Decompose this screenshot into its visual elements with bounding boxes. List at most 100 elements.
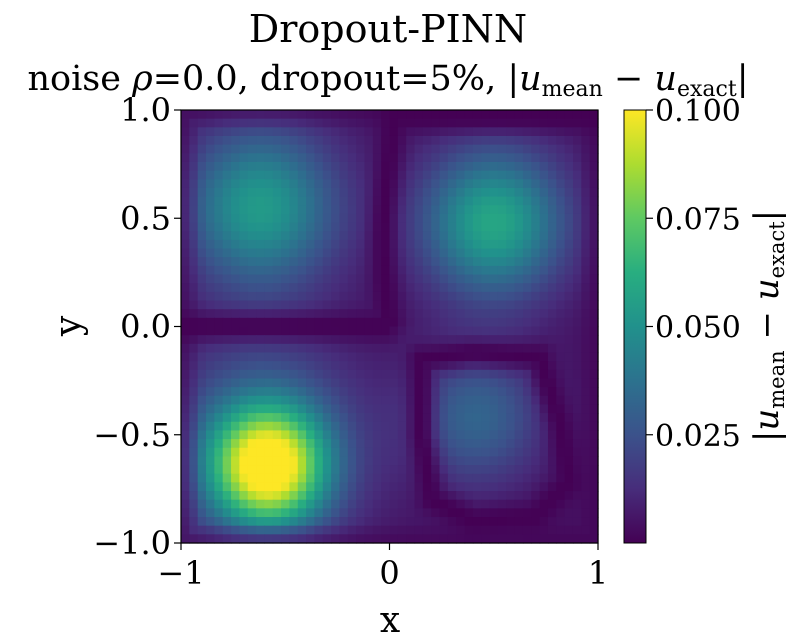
heatmap-cell [547, 187, 557, 198]
heatmap-cell [264, 499, 274, 509]
heatmap-cell [556, 534, 566, 544]
heatmap-cell [531, 517, 541, 527]
heatmap-cell [314, 265, 324, 276]
heatmap-cell [372, 205, 382, 215]
heatmap-cell [339, 170, 349, 180]
heatmap-cell [222, 378, 232, 388]
heatmap-cell [539, 265, 549, 276]
heatmap-cell [481, 300, 491, 310]
heatmap-cell [514, 378, 524, 388]
heatmap-cell [422, 196, 432, 206]
heatmap-cell [431, 222, 441, 232]
heatmap-cell [414, 404, 424, 414]
heatmap-cell [281, 179, 291, 189]
heatmap-cell [339, 127, 349, 137]
heatmap-cell [289, 257, 299, 267]
heatmap-cell [547, 404, 557, 414]
heatmap-cell [589, 395, 599, 406]
heatmap-cell [197, 361, 207, 371]
heatmap-cell [297, 508, 307, 518]
heatmap-cell [256, 525, 265, 535]
heatmap-cell [514, 309, 524, 319]
heatmap-cell [256, 404, 265, 414]
heatmap-cell [272, 283, 282, 293]
heatmap-cell [322, 517, 332, 527]
heatmap-cell [464, 439, 474, 449]
heatmap-cell [306, 447, 316, 457]
heatmap-cell [314, 499, 324, 509]
heatmap-cell [206, 534, 215, 544]
heatmap-cell [522, 291, 532, 302]
heatmap-cell [314, 525, 324, 535]
heatmap-cell [306, 369, 316, 380]
heatmap-cell [514, 144, 524, 154]
heatmap-cell [189, 187, 199, 198]
heatmap-cell [272, 491, 282, 501]
heatmap-cell [589, 517, 599, 527]
heatmap-cell [522, 222, 532, 232]
heatmap-cell [547, 413, 557, 423]
heatmap-cell [556, 525, 566, 535]
heatmap-cell [289, 369, 299, 380]
heatmap-cell [589, 369, 599, 380]
heatmap-cell [572, 456, 582, 466]
heatmap-cell [539, 326, 549, 336]
heatmap-cell [347, 482, 357, 492]
heatmap-cell [506, 309, 516, 319]
heatmap-cell [214, 439, 224, 449]
heatmap-cell [372, 447, 382, 457]
heatmap-cell [581, 309, 591, 319]
heatmap-cell [247, 465, 257, 475]
heatmap-cell [514, 421, 524, 432]
heatmap-cell [189, 179, 199, 189]
heatmap-cell [289, 421, 299, 432]
heatmap-cell [556, 335, 566, 345]
heatmap-cell [472, 239, 482, 250]
heatmap-cell [497, 465, 507, 475]
heatmap-cell [372, 482, 382, 492]
heatmap-cell [572, 343, 582, 354]
heatmap-cell [481, 118, 491, 128]
heatmap-cell [589, 508, 599, 518]
heatmap-cell [247, 491, 257, 501]
heatmap-cell [556, 395, 566, 406]
heatmap-cell [522, 491, 532, 501]
heatmap-cell [581, 135, 591, 146]
heatmap-cell [431, 283, 441, 293]
heatmap-cell [464, 456, 474, 466]
heatmap-cell [406, 404, 416, 414]
heatmap-cell [464, 309, 474, 319]
heatmap-cell [456, 499, 466, 509]
heatmap-cell [431, 387, 441, 397]
heatmap-cell [522, 239, 532, 250]
heatmap-cell [256, 421, 265, 432]
heatmap-cell [189, 395, 199, 406]
heatmap-cell [306, 317, 316, 328]
heatmap-cell [306, 161, 316, 172]
heatmap-cell [531, 456, 541, 466]
heatmap-cell [206, 135, 215, 146]
heatmap-cell [564, 127, 574, 137]
heatmap-cell [339, 309, 349, 319]
heatmap-cell [481, 127, 491, 137]
heatmap-cell [272, 456, 282, 466]
heatmap-cell [589, 222, 599, 232]
heatmap-cell [306, 265, 316, 276]
heatmap-cell [581, 508, 591, 518]
heatmap-cell [364, 213, 374, 224]
heatmap-cell [447, 413, 457, 423]
heatmap-cell [581, 447, 591, 457]
heatmap-cell [497, 257, 507, 267]
heatmap-cell [514, 291, 524, 302]
heatmap-cell [406, 291, 416, 302]
heatmap-cell [189, 127, 199, 137]
heatmap-cell [547, 110, 557, 120]
heatmap-cell [414, 534, 424, 544]
heatmap-cell [356, 213, 366, 224]
heatmap-cell [422, 447, 432, 457]
heatmap-cell [389, 534, 399, 544]
heatmap-cell [464, 291, 474, 302]
heatmap-cell [531, 447, 541, 457]
heatmap-cell [464, 343, 474, 354]
heatmap-cell [239, 343, 249, 354]
